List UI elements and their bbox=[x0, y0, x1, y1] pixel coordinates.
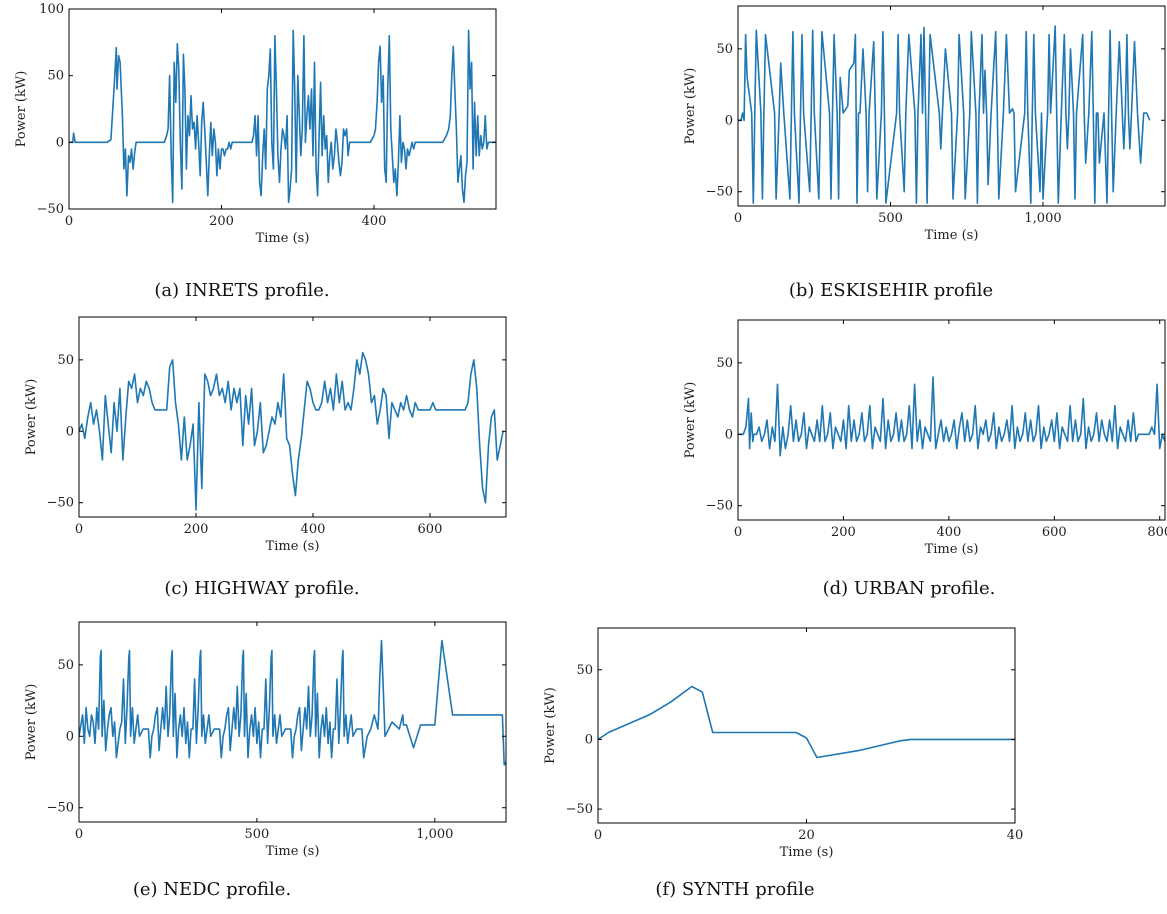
chart-f-ytick-label: −50 bbox=[566, 802, 593, 817]
chart-b-frame bbox=[737, 5, 1166, 207]
chart-f-ytick-label: 0 bbox=[585, 732, 593, 747]
chart-a-ytick-label: 0 bbox=[56, 135, 64, 150]
chart-d-caption: (d) URBAN profile. bbox=[823, 578, 996, 599]
chart-b-xtick-label: 1,000 bbox=[1024, 211, 1061, 226]
chart-c-ytick-label: 50 bbox=[57, 353, 74, 368]
chart-b-ytick-label: −50 bbox=[706, 185, 733, 200]
chart-f-xtick-label: 0 bbox=[594, 828, 602, 843]
chart-b-caption: (b) ESKISEHIR profile bbox=[789, 280, 993, 301]
chart-c-ytick-label: 0 bbox=[66, 424, 74, 439]
chart-f-xtick-label: 40 bbox=[1007, 828, 1024, 843]
chart-c-caption: (c) HIGHWAY profile. bbox=[164, 578, 359, 599]
chart-f-xlabel: Time (s) bbox=[780, 845, 834, 860]
chart-e-frame bbox=[78, 621, 507, 823]
chart-a-caption: (a) INRETS profile. bbox=[154, 280, 329, 301]
chart-f-ytick-label: 50 bbox=[576, 663, 593, 678]
chart-f-frame bbox=[597, 627, 1016, 824]
chart-b-xtick-label: 0 bbox=[734, 211, 742, 226]
chart-a-ytick-label: 50 bbox=[47, 69, 64, 84]
chart-d-xtick-label: 400 bbox=[936, 525, 961, 540]
chart-e-series-line bbox=[79, 639, 506, 766]
chart-c-xtick-label: 600 bbox=[418, 522, 443, 537]
chart-a-xlabel: Time (s) bbox=[256, 231, 310, 246]
chart-e-xlabel: Time (s) bbox=[266, 844, 320, 859]
chart-a-xtick-label: 200 bbox=[209, 214, 234, 229]
chart-b-ytick-label: 0 bbox=[725, 113, 733, 128]
chart-a-xtick-label: 400 bbox=[362, 214, 387, 229]
chart-d-ytick-label: 50 bbox=[716, 356, 733, 371]
chart-b-ytick-label: 50 bbox=[716, 42, 733, 57]
chart-d-ytick-label: 0 bbox=[725, 427, 733, 442]
chart-f-ylabel: Power (kW) bbox=[543, 687, 558, 764]
chart-d-xlabel: Time (s) bbox=[925, 542, 979, 557]
chart-d-xtick-label: 800 bbox=[1147, 525, 1167, 540]
chart-c-xtick-label: 0 bbox=[75, 522, 83, 537]
chart-c-ytick-label: −50 bbox=[47, 496, 74, 511]
chart-d-ylabel: Power (kW) bbox=[683, 382, 698, 459]
chart-e-ytick-label: 50 bbox=[57, 658, 74, 673]
chart-a-series-line bbox=[69, 29, 496, 204]
chart-b-xlabel: Time (s) bbox=[925, 228, 979, 243]
chart-b-series-line bbox=[738, 25, 1151, 204]
chart-a-ytick-label: 100 bbox=[39, 2, 64, 17]
chart-d-xtick-label: 0 bbox=[734, 525, 742, 540]
chart-d-frame bbox=[737, 319, 1166, 521]
chart-e-xtick-label: 500 bbox=[245, 827, 270, 842]
chart-f-caption: (f) SYNTH profile bbox=[655, 879, 814, 900]
chart-e-xtick-label: 1,000 bbox=[416, 827, 453, 842]
chart-c-ylabel: Power (kW) bbox=[24, 379, 39, 456]
chart-e-ytick-label: 0 bbox=[66, 729, 74, 744]
chart-e-xtick-label: 0 bbox=[75, 827, 83, 842]
chart-f-xtick-label: 20 bbox=[798, 828, 815, 843]
chart-b-xtick-label: 500 bbox=[878, 211, 903, 226]
chart-d-ytick-label: −50 bbox=[706, 499, 733, 514]
chart-e-ylabel: Power (kW) bbox=[24, 684, 39, 761]
chart-c-series-line bbox=[79, 351, 504, 511]
chart-b-ylabel: Power (kW) bbox=[683, 68, 698, 145]
chart-d-xtick-label: 200 bbox=[831, 525, 856, 540]
chart-a-ylabel: Power (kW) bbox=[14, 71, 29, 148]
chart-d-xtick-label: 600 bbox=[1042, 525, 1067, 540]
chart-a-ytick-label: −50 bbox=[37, 202, 64, 217]
chart-c-frame bbox=[78, 316, 507, 518]
chart-e-ytick-label: −50 bbox=[47, 801, 74, 816]
chart-c-xtick-label: 400 bbox=[301, 522, 326, 537]
chart-f-series-line bbox=[598, 685, 1015, 759]
chart-a-frame bbox=[68, 8, 497, 210]
chart-a-xtick-label: 0 bbox=[65, 214, 73, 229]
chart-c-xtick-label: 200 bbox=[184, 522, 209, 537]
chart-c-xlabel: Time (s) bbox=[266, 539, 320, 554]
chart-d-series-line bbox=[738, 376, 1165, 457]
chart-e-caption: (e) NEDC profile. bbox=[133, 879, 291, 900]
